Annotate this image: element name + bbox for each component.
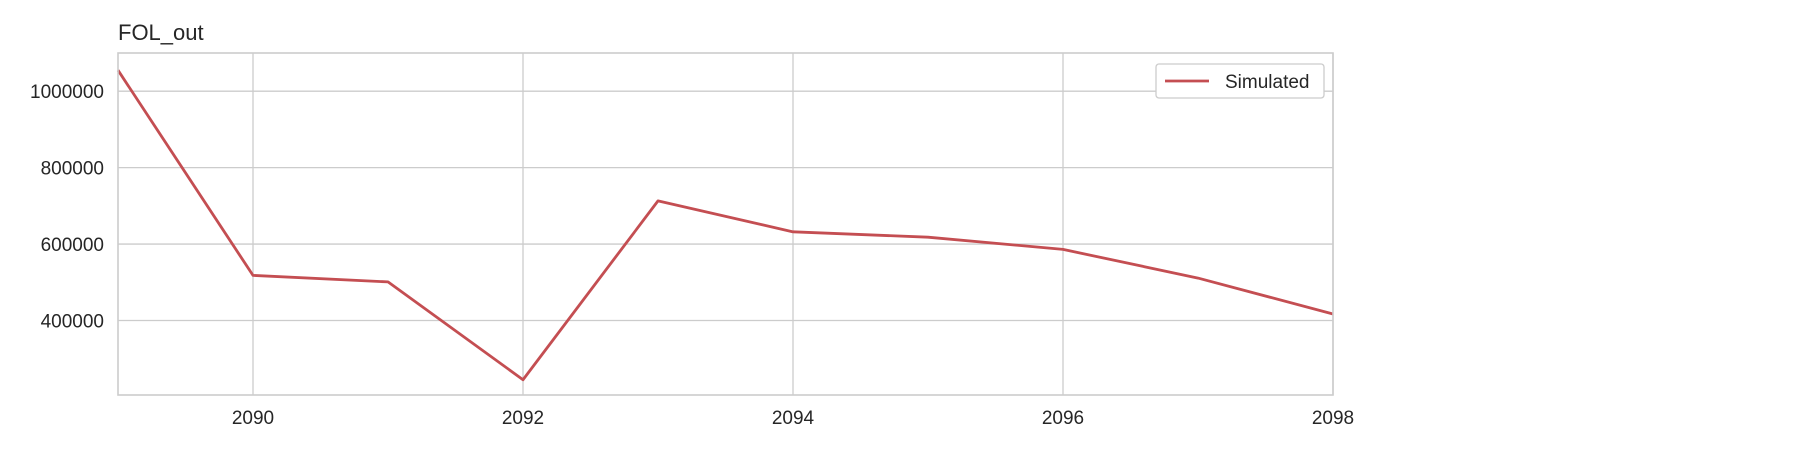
grid-lines bbox=[118, 53, 1334, 395]
chart-title: FOL_out bbox=[118, 20, 204, 45]
x-tick-label: 2098 bbox=[1312, 408, 1354, 429]
y-tick-label: 800000 bbox=[41, 159, 104, 180]
legend: Simulated bbox=[1155, 63, 1325, 99]
legend-box bbox=[1155, 63, 1325, 99]
x-tick-label: 2092 bbox=[502, 408, 544, 429]
y-axis-tick-labels: 400000 600000 800000 1000000 bbox=[30, 82, 104, 332]
y-tick-label: 600000 bbox=[41, 235, 104, 256]
x-axis-tick-labels: 2090 2092 2094 2096 2098 bbox=[232, 408, 1354, 429]
plot-frame bbox=[117, 52, 1334, 396]
y-tick-label: 1000000 bbox=[30, 82, 104, 103]
plot-series bbox=[116, 69, 1334, 382]
legend-label-simulated: Simulated bbox=[1225, 72, 1310, 93]
x-tick-label: 2094 bbox=[772, 408, 815, 429]
series-line-simulated bbox=[116, 69, 1334, 382]
x-tick-label: 2090 bbox=[232, 408, 274, 429]
x-tick-label: 2096 bbox=[1042, 408, 1084, 429]
y-tick-label: 400000 bbox=[41, 311, 104, 332]
